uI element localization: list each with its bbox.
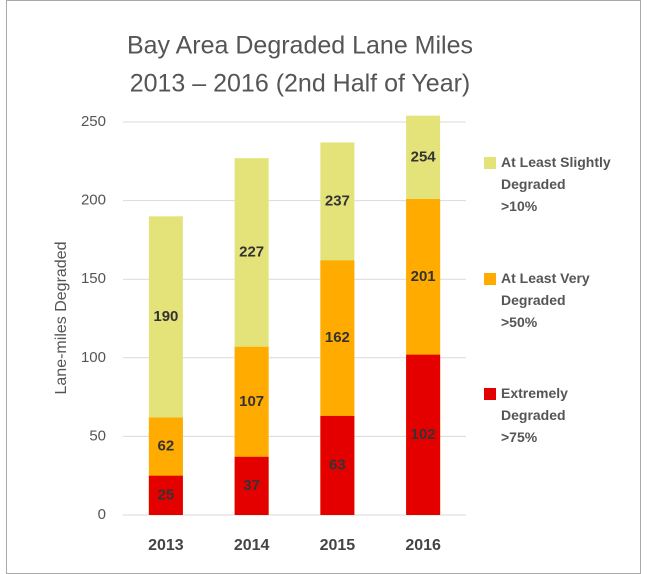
y-axis-label: Lane-miles Degraded [53, 242, 70, 395]
data-label: 62 [158, 438, 175, 455]
y-tick-label: 0 [98, 506, 106, 523]
data-label: 227 [239, 243, 264, 260]
data-label: 107 [239, 393, 264, 410]
data-label: 162 [325, 329, 350, 346]
chart-title: Bay Area Degraded Lane Miles [127, 32, 473, 60]
bar [148, 475, 183, 515]
chart-subtitle: 2013 – 2016 (2nd Half of Year) [130, 70, 471, 98]
legend-label: At Least Very Degraded >50% [501, 270, 590, 330]
y-tick-label: 150 [81, 270, 106, 287]
bar [234, 456, 269, 515]
data-label: 190 [153, 308, 178, 325]
x-tick-label: 2013 [148, 537, 184, 554]
data-label: 63 [329, 456, 346, 473]
bar [320, 415, 355, 515]
y-tick-label: 250 [81, 113, 106, 130]
y-tick-label: 100 [81, 349, 106, 366]
x-tick-label: 2016 [405, 537, 441, 554]
x-tick-label: 2015 [320, 537, 356, 554]
legend-swatch [484, 157, 496, 169]
legend-swatch [484, 388, 496, 400]
data-label: 37 [243, 477, 260, 494]
y-tick-label: 50 [89, 427, 106, 444]
legend-label: At Least Slightly Degraded >10% [501, 154, 611, 214]
data-label: 25 [158, 486, 175, 503]
bar [406, 354, 441, 515]
legend-swatch [484, 273, 496, 285]
data-label: 237 [325, 192, 350, 209]
legend-label: Extremely Degraded >75% [501, 385, 568, 445]
y-tick-label: 200 [81, 192, 106, 209]
data-label: 102 [411, 426, 436, 443]
data-label: 254 [411, 148, 437, 165]
data-label: 201 [411, 268, 436, 285]
x-tick-label: 2014 [234, 537, 270, 554]
